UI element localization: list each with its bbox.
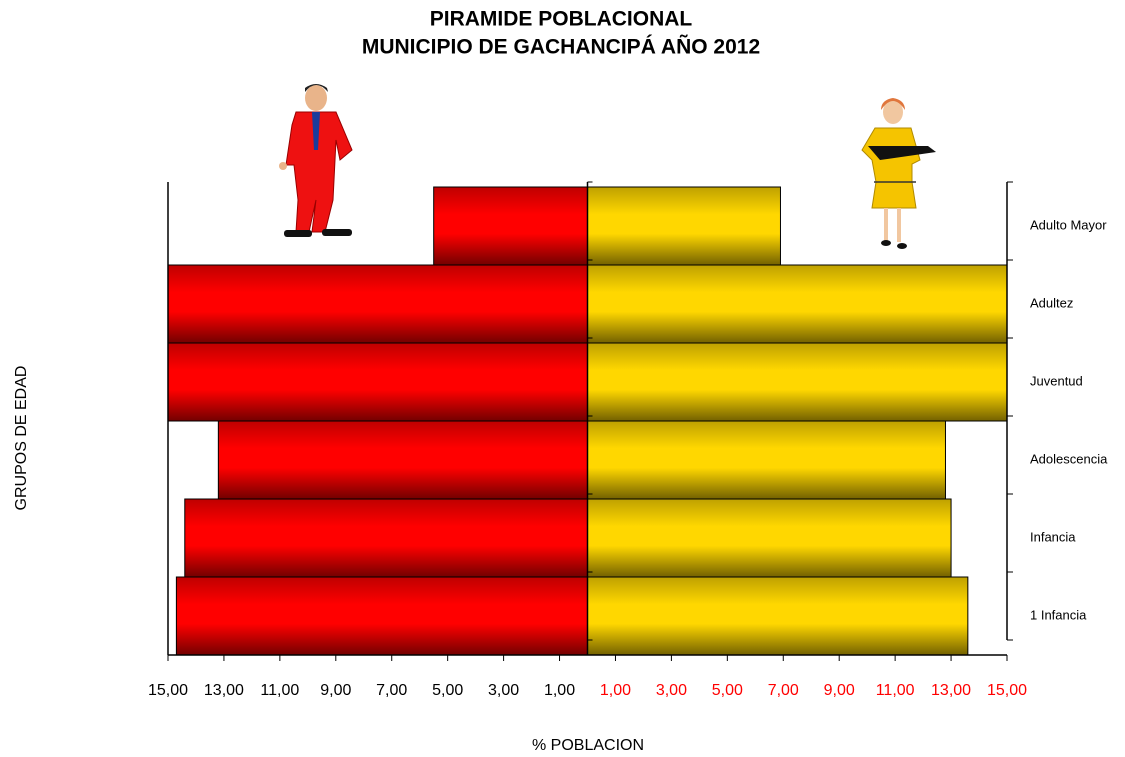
x-tick-label: 13,00 bbox=[204, 682, 244, 699]
y-tick-label: Adultez bbox=[1030, 295, 1073, 310]
plot-area: 15,00 13,00 11,00 9,00 7,00 5,00 3,00 1,00 1,00 3… bbox=[148, 182, 1108, 699]
x-tick-label: 13,00 bbox=[931, 682, 971, 699]
y-axis-label: GRUPOS DE EDAD bbox=[13, 366, 30, 511]
x-tick-label: 7,00 bbox=[376, 682, 407, 699]
bar bbox=[434, 187, 588, 265]
bar bbox=[588, 499, 952, 577]
chart-title: MUNICIPIO DE GACHANCIPÁ AÑO 2012 bbox=[362, 36, 760, 59]
chart-title: PIRAMIDE POBLACIONAL bbox=[430, 8, 693, 31]
x-tick-label: 3,00 bbox=[656, 682, 687, 699]
x-tick-label: 7,00 bbox=[768, 682, 799, 699]
y-tick-label: Juventud bbox=[1030, 373, 1083, 388]
man-icon bbox=[279, 84, 352, 237]
bar bbox=[588, 421, 946, 499]
x-axis-label: % POBLACION bbox=[532, 737, 644, 754]
chart: PIRAMIDE POBLACIONAL MUNICIPIO DE GACHAN… bbox=[0, 0, 1125, 757]
bar bbox=[168, 265, 588, 343]
x-tick-label: 5,00 bbox=[432, 682, 463, 699]
bar bbox=[588, 343, 1008, 421]
x-tick-label: 9,00 bbox=[824, 682, 855, 699]
bar bbox=[588, 577, 968, 655]
y-tick-label: 1 Infancia bbox=[1030, 607, 1087, 622]
x-tick-label: 3,00 bbox=[488, 682, 519, 699]
bar bbox=[588, 265, 1008, 343]
bar bbox=[185, 499, 588, 577]
bar bbox=[218, 421, 587, 499]
x-tick-label: 1,00 bbox=[544, 682, 575, 699]
x-tick-label: 15,00 bbox=[148, 682, 188, 699]
y-tick-label: Adolescencia bbox=[1030, 451, 1108, 466]
x-tick-label: 11,00 bbox=[260, 682, 299, 699]
y-tick-label: Infancia bbox=[1030, 529, 1076, 544]
y-tick-label: Adulto Mayor bbox=[1030, 217, 1107, 232]
bar bbox=[588, 187, 781, 265]
bar bbox=[168, 343, 588, 421]
x-tick-label: 15,00 bbox=[987, 682, 1027, 699]
x-tick-label: 9,00 bbox=[320, 682, 351, 699]
x-tick-label: 5,00 bbox=[712, 682, 743, 699]
bar bbox=[176, 577, 587, 655]
woman-icon bbox=[862, 98, 936, 249]
x-tick-label: 11,00 bbox=[876, 682, 915, 699]
x-tick-label: 1,00 bbox=[600, 682, 631, 699]
